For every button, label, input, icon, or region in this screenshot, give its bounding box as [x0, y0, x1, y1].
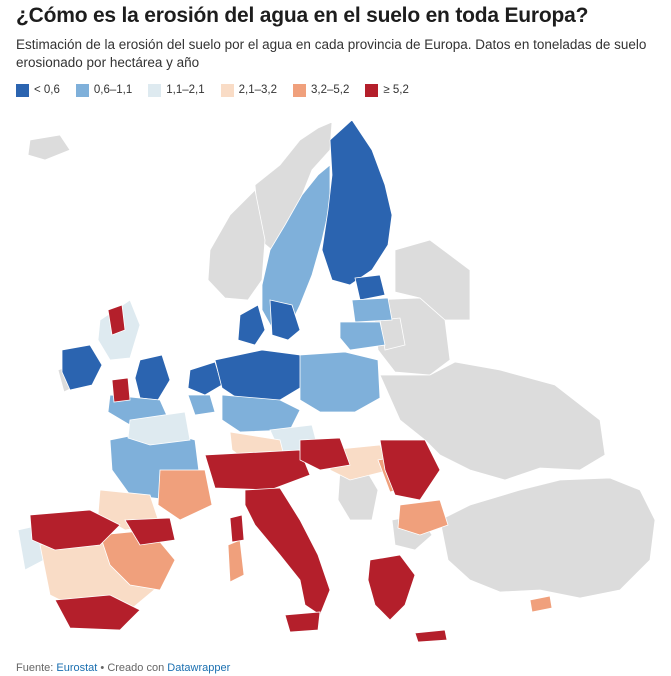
legend-item: 3,2–5,2	[293, 83, 350, 97]
scandinavia-regions	[261, 119, 393, 351]
region-turkey	[439, 477, 656, 599]
legend-item: < 0,6	[16, 83, 60, 97]
legend-swatch	[16, 83, 29, 97]
region-cyprus	[529, 595, 553, 613]
region-germany-central	[221, 394, 301, 433]
region-spain-north	[29, 509, 121, 551]
region-sardinia	[227, 539, 245, 583]
region-romania	[379, 439, 441, 501]
legend-label: 1,1–2,1	[166, 84, 205, 96]
region-alps	[204, 449, 311, 491]
low-erosion-regions	[61, 304, 306, 401]
region-north-scandinavia	[254, 121, 333, 251]
region-lithuania	[339, 321, 386, 351]
region-crete	[414, 629, 448, 643]
high-regions	[29, 304, 448, 643]
chart-title: ¿Cómo es la erosión del agua en el suelo…	[16, 4, 589, 27]
europe-choropleth-map[interactable]	[0, 105, 671, 650]
region-corsica	[229, 514, 245, 543]
legend-swatch	[220, 83, 234, 97]
region-spain-south	[54, 594, 141, 631]
legend-item: 0,6–1,1	[75, 83, 133, 97]
legend-label: 2,1–3,2	[238, 84, 278, 96]
region-denmark	[237, 304, 266, 346]
legend-swatch	[75, 83, 89, 97]
footer-source-prefix: Fuente:	[16, 662, 54, 674]
region-netherlands	[187, 361, 223, 396]
region-poland	[299, 351, 381, 413]
legend-label: ≥ 5,2	[383, 84, 409, 96]
chart-subtitle: Estimación de la erosión del suelo por e…	[16, 37, 647, 70]
legend-item: 1,1–2,1	[148, 83, 205, 97]
legend-label: < 0,6	[34, 84, 60, 96]
region-pyrenees	[124, 517, 176, 546]
legend-label: 3,2–5,2	[311, 84, 350, 96]
legend-swatch	[148, 83, 162, 97]
map-legend: < 0,6 0,6–1,1 1,1–2,1 2,1–3,2 3,2–5,2 ≥ …	[16, 82, 425, 98]
region-north-germany	[214, 349, 306, 401]
region-ukraine	[379, 361, 606, 481]
region-ireland-east	[61, 344, 103, 391]
region-uk-east	[134, 354, 171, 401]
region-france-south-east	[157, 469, 213, 521]
legend-item: ≥ 5,2	[365, 83, 409, 97]
footer-separator: •	[100, 662, 105, 674]
region-belgium	[187, 394, 216, 416]
region-sicily	[284, 611, 321, 633]
region-italy	[244, 487, 331, 616]
footer-created-prefix: Creado con	[107, 662, 165, 674]
legend-item: 2,1–3,2	[220, 83, 278, 97]
region-slovenia-croatia	[299, 437, 351, 471]
legend-label: 0,6–1,1	[93, 84, 133, 96]
legend-swatch	[365, 83, 379, 97]
region-estonia	[354, 274, 386, 301]
region-finland	[321, 119, 393, 286]
region-france-north	[127, 411, 191, 446]
region-russia-west	[394, 239, 471, 321]
region-scotland-west	[107, 304, 126, 336]
region-norway-west	[207, 189, 266, 301]
region-wales	[111, 377, 131, 403]
region-bulgaria	[397, 499, 449, 536]
source-link[interactable]: Eurostat	[56, 662, 98, 674]
legend-swatch	[293, 83, 307, 97]
region-greece	[367, 554, 416, 621]
datawrapper-link[interactable]: Datawrapper	[167, 662, 231, 674]
region-latvia	[351, 297, 393, 323]
map-footer: Fuente: Eurostat • Creado con Datawrappe…	[16, 662, 230, 674]
region-sweden-south	[269, 299, 301, 341]
region-iceland-grey	[27, 134, 71, 161]
